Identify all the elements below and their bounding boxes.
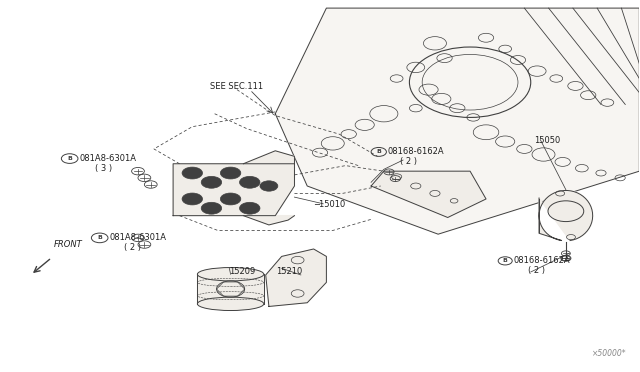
Text: ×50000*: ×50000* [592,349,627,358]
Circle shape [182,167,202,179]
Text: ( 2 ): ( 2 ) [401,157,417,166]
Circle shape [201,176,221,188]
Ellipse shape [197,297,264,311]
Text: 081A8-6301A: 081A8-6301A [109,233,166,243]
Bar [197,274,264,304]
Circle shape [239,176,260,188]
Polygon shape [371,171,486,218]
Text: 15209: 15209 [229,267,255,276]
Polygon shape [173,164,294,216]
Polygon shape [539,190,593,241]
Text: SEE SEC.111: SEE SEC.111 [210,82,263,91]
Text: B: B [503,259,508,263]
Text: 15050: 15050 [534,136,561,145]
Text: 15210: 15210 [276,267,303,276]
Text: B: B [67,156,72,161]
Circle shape [201,202,221,214]
Text: ( 2 ): ( 2 ) [528,266,545,275]
Polygon shape [275,8,639,234]
Polygon shape [243,151,294,164]
Text: 081A8-6301A: 081A8-6301A [80,154,137,163]
Text: 08168-6162A: 08168-6162A [388,147,444,156]
Polygon shape [243,216,294,225]
Text: B: B [376,150,381,154]
Circle shape [260,181,278,191]
Circle shape [220,167,241,179]
Text: 08168-6162A: 08168-6162A [513,256,570,265]
Polygon shape [266,249,326,307]
Circle shape [220,193,241,205]
Circle shape [239,202,260,214]
Text: FRONT: FRONT [54,240,83,249]
Ellipse shape [197,267,264,281]
Circle shape [182,193,202,205]
Text: B: B [97,235,102,240]
Text: ─15010: ─15010 [314,200,345,209]
Text: ( 3 ): ( 3 ) [95,164,113,173]
Text: ( 2 ): ( 2 ) [124,243,141,252]
